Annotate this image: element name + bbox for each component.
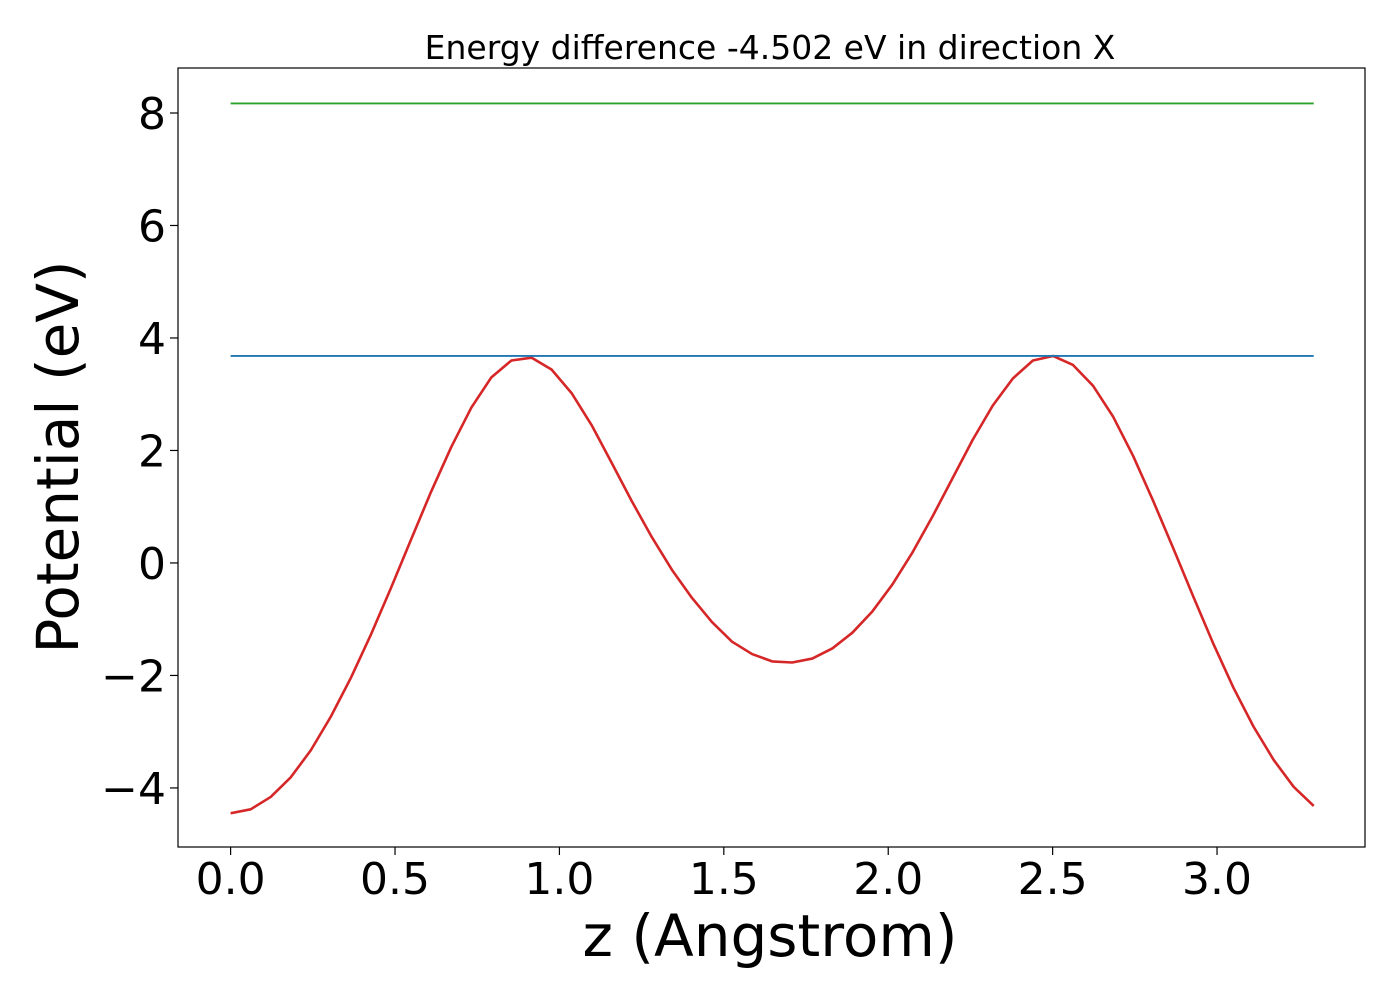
x-tick-label: 2.5 — [1018, 854, 1088, 905]
x-tick-label: 3.0 — [1182, 854, 1252, 905]
series-line-0 — [230, 354, 1315, 815]
x-tick-label: 0.0 — [196, 854, 266, 905]
y-tick-label: 2 — [138, 426, 166, 477]
y-tick-label: 6 — [138, 201, 166, 252]
y-tick-label: 0 — [138, 539, 166, 590]
y-tick-label: −2 — [101, 651, 166, 702]
x-tick-label: 1.0 — [524, 854, 594, 905]
plot-frame — [177, 67, 1366, 848]
y-tick-label: 4 — [138, 314, 166, 365]
series-layer — [230, 102, 1315, 815]
x-axis-ticks: 0.0 0.5 1.0 1.5 2.0 2.5 3.0 — [196, 847, 1252, 905]
y-tick-label: 8 — [138, 89, 166, 140]
x-axis-label: z (Angstrom) — [583, 902, 958, 970]
chart-title: Energy difference -4.502 eV in direction… — [425, 28, 1116, 67]
x-tick-label: 1.5 — [689, 854, 759, 905]
y-axis-label: Potential (eV) — [24, 260, 92, 653]
x-tick-label: 0.5 — [360, 854, 430, 905]
y-tick-label: −4 — [101, 764, 166, 815]
x-tick-label: 2.0 — [853, 854, 923, 905]
y-axis-ticks: −4 −2 0 2 4 6 8 — [101, 89, 178, 815]
